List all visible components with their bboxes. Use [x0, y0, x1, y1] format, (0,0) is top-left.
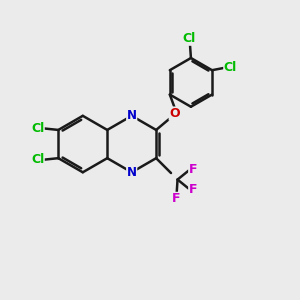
Text: Cl: Cl: [224, 61, 237, 74]
Text: F: F: [189, 163, 197, 176]
Text: N: N: [127, 166, 137, 179]
Text: Cl: Cl: [31, 153, 44, 166]
Text: Cl: Cl: [31, 122, 44, 135]
Text: F: F: [189, 184, 197, 196]
Text: F: F: [172, 192, 180, 206]
Text: O: O: [169, 107, 180, 120]
Text: N: N: [127, 109, 137, 122]
Text: Cl: Cl: [183, 32, 196, 45]
